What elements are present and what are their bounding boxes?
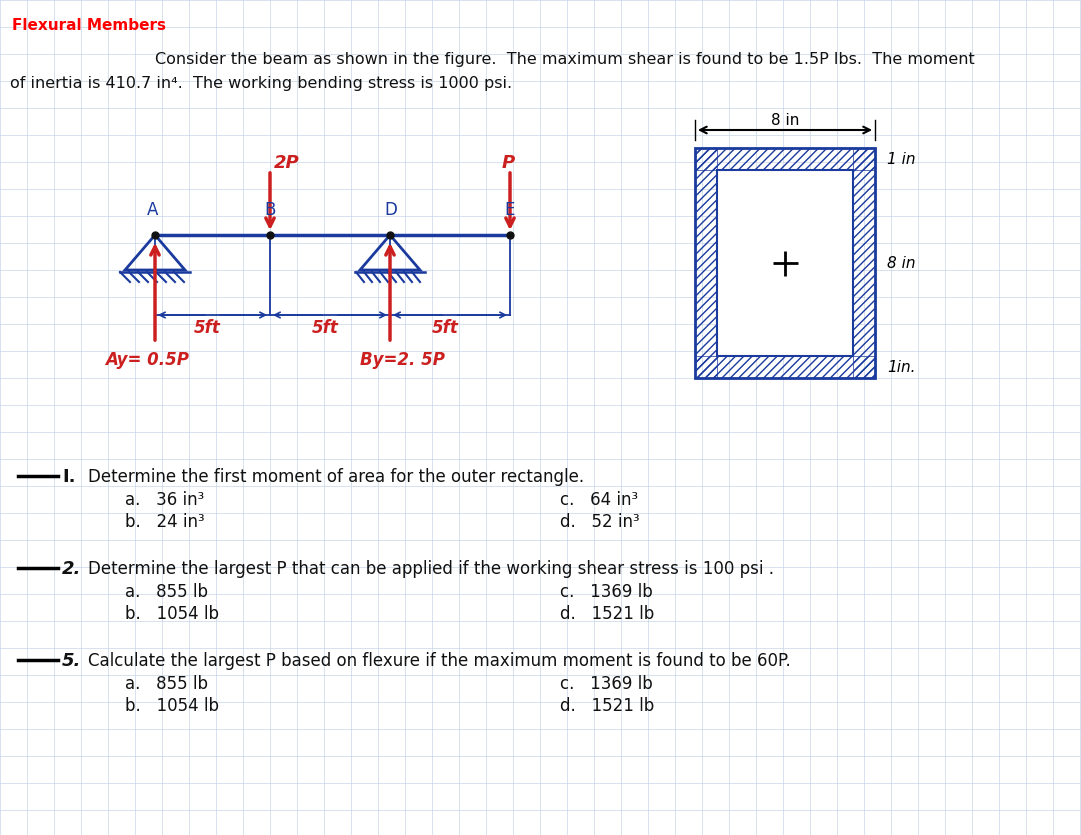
Text: of inertia is 410.7 in⁴.  The working bending stress is 1000 psi.: of inertia is 410.7 in⁴. The working ben…: [10, 76, 512, 91]
Text: d.   1521 lb: d. 1521 lb: [560, 697, 654, 715]
Text: b.   1054 lb: b. 1054 lb: [125, 697, 219, 715]
Bar: [853, 148, 875, 378]
Text: By=2. 5P: By=2. 5P: [360, 351, 445, 369]
Text: 5.: 5.: [62, 652, 81, 670]
Text: 1in.: 1in.: [888, 360, 916, 375]
Text: 8 in: 8 in: [771, 113, 799, 128]
Text: b.   1054 lb: b. 1054 lb: [125, 605, 219, 623]
Text: A: A: [147, 201, 159, 219]
Text: I.: I.: [62, 468, 76, 486]
Text: Determine the largest P that can be applied if the working shear stress is 100 p: Determine the largest P that can be appl…: [88, 560, 774, 578]
Text: E: E: [504, 201, 515, 219]
Bar: [695, 148, 875, 378]
Text: D: D: [384, 201, 397, 219]
Bar: [695, 148, 717, 378]
Text: P: P: [502, 154, 516, 172]
Text: d.   1521 lb: d. 1521 lb: [560, 605, 654, 623]
Text: Calculate the largest P based on flexure if the maximum moment is found to be 60: Calculate the largest P based on flexure…: [88, 652, 790, 670]
Text: c.   64 in³: c. 64 in³: [560, 491, 638, 509]
Text: Flexural Members: Flexural Members: [12, 18, 166, 33]
Text: Determine the first moment of area for the outer rectangle.: Determine the first moment of area for t…: [88, 468, 584, 486]
Text: 8 in: 8 in: [888, 256, 916, 271]
Bar: [695, 148, 875, 170]
Text: 5ft: 5ft: [431, 319, 458, 337]
Text: c.   1369 lb: c. 1369 lb: [560, 675, 653, 693]
Bar: [695, 356, 875, 378]
Bar: [717, 170, 853, 356]
Text: Ay= 0.5P: Ay= 0.5P: [105, 351, 189, 369]
Text: 5ft: 5ft: [311, 319, 338, 337]
Text: b.   24 in³: b. 24 in³: [125, 513, 204, 531]
Text: Consider the beam as shown in the figure.  The maximum shear is found to be 1.5P: Consider the beam as shown in the figure…: [155, 52, 975, 67]
Text: a.   855 lb: a. 855 lb: [125, 675, 208, 693]
Text: 1 in: 1 in: [888, 151, 916, 166]
Text: d.   52 in³: d. 52 in³: [560, 513, 640, 531]
Text: 2.: 2.: [62, 560, 81, 578]
Text: a.   855 lb: a. 855 lb: [125, 583, 208, 601]
Text: 5ft: 5ft: [195, 319, 221, 337]
Text: B: B: [264, 201, 276, 219]
Text: c.   1369 lb: c. 1369 lb: [560, 583, 653, 601]
Text: a.   36 in³: a. 36 in³: [125, 491, 204, 509]
Text: 2P: 2P: [273, 154, 299, 172]
